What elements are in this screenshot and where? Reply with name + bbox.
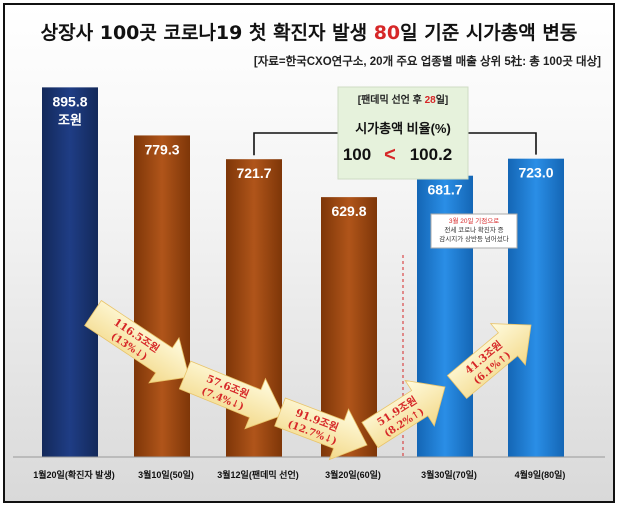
note-line: 전세 코로나 확진자 증 [444,225,503,234]
chart-frame: 상장사 100곳 코로나19 첫 확진자 발생 80일 기준 시가총액 변동 [자… [3,3,615,503]
bar-1 [134,135,190,457]
change-arrow-shape [274,397,368,461]
callout-right-value: 100.2 [410,145,453,164]
callout-header-part: 28 [425,95,437,106]
callout-label: 시가총액 비율(%) [355,121,451,136]
note-line: 감시지가 상반등 넘어섰다 [439,234,508,243]
callout-less-than: < [384,144,396,166]
title-part: 80 [374,22,400,44]
bar-value-label: 681.7 [427,182,462,198]
bar-value-label: 779.3 [144,141,179,157]
bar-value-label: 721.7 [236,165,271,181]
note-line: 3월 20일 기점으로 [449,216,499,225]
chart-title: 상장사 100곳 코로나19 첫 확진자 발생 80일 기준 시가총액 변동 [41,21,578,44]
x-tick-label: 3월12일(팬데믹 선언) [217,469,298,480]
x-tick-label: 3월20일(60일) [325,469,381,480]
callout-box [337,86,469,180]
x-tick-label: 4월9일(80일) [515,469,566,480]
bar-value-label: 629.8 [331,203,366,219]
x-tick-label: 3월30일(70일) [421,469,477,480]
callout-header: [팬데믹 선언 후 28일] [358,93,449,106]
callout-header-part: 일] [436,93,449,106]
bar-0 [42,87,98,458]
bar-value-label: 895.8 [52,93,87,109]
callout-header-part: [팬데믹 선언 후 [358,93,425,106]
change-arrow-shape [178,360,284,430]
change-arrow-2: 91.9조원(12.7%↓) [274,397,368,461]
bar-unit-label: 조원 [58,112,82,127]
x-tick-label: 1월20일(확진자 발생) [33,469,114,480]
title-part: 상장사 100곳 코로나19 첫 확진자 발생 [41,21,374,44]
market-cap-chart: 상장사 100곳 코로나19 첫 확진자 발생 80일 기준 시가총액 변동 [자… [13,21,605,480]
bar-5 [508,158,564,458]
x-tick-label: 3월10일(50일) [138,469,194,480]
title-part: 일 기준 시가총액 변동 [400,22,577,44]
callout-left-value: 100 [343,145,371,164]
chart-subtitle: [자료=한국CXO연구소, 20개 주요 업종별 매출 상위 5社: 총 100… [254,54,601,68]
change-arrow-shape [84,299,190,384]
bar-value-label: 723.0 [518,165,553,181]
change-arrow-shape [361,379,446,449]
change-arrow-3: 51.9조원(8.2%↑) [361,379,446,449]
change-arrow-shape [446,323,532,400]
note-box [430,213,518,249]
